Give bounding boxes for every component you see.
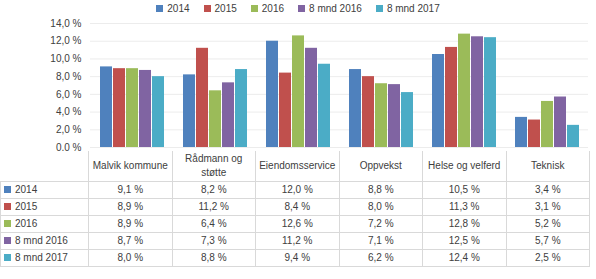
html-text:8 mnd 2017: 8 mnd 2017 xyxy=(15,252,68,263)
html-text:8,9 %: 8,9 % xyxy=(117,201,143,212)
html-text:8 mnd 2016: 8 mnd 2016 xyxy=(15,235,68,246)
html-text:8 mnd 2016: 8 mnd 2016 xyxy=(309,2,362,14)
html-text:12,4 %: 12,4 % xyxy=(448,252,480,263)
html-text:7,3 %: 7,3 % xyxy=(201,235,227,246)
html-text:8,9 %: 8,9 % xyxy=(117,218,143,229)
html-text:6,4 %: 6,4 % xyxy=(201,218,227,229)
html-text:12,8 %: 12,8 % xyxy=(448,218,480,229)
svg-text:10,0 %: 10,0 % xyxy=(50,53,81,64)
html-text:8,4 %: 8,4 % xyxy=(284,201,310,212)
html-text:12,5 %: 12,5 % xyxy=(448,235,480,246)
html-text:3,4 %: 3,4 % xyxy=(535,184,561,195)
html-text:7,1 %: 7,1 % xyxy=(368,235,394,246)
html-text:2016: 2016 xyxy=(15,218,38,229)
html-text:8,8 %: 8,8 % xyxy=(201,252,227,263)
html-text:5,7 %: 5,7 % xyxy=(535,235,561,246)
svg-text:6,0 %: 6,0 % xyxy=(56,89,82,100)
svg-text:2,0 %: 2,0 % xyxy=(56,124,82,135)
html-text:2014: 2014 xyxy=(15,184,38,195)
html-text:2014: 2014 xyxy=(167,2,190,14)
html-text:2015: 2015 xyxy=(15,201,38,212)
svg-text:4,0 %: 4,0 % xyxy=(56,106,82,117)
html-text:Teknisk: Teknisk xyxy=(531,160,565,171)
html-text:9,4 %: 9,4 % xyxy=(284,252,310,263)
svg-text:14,0 %: 14,0 % xyxy=(50,18,81,29)
html-text:11,3 %: 11,3 % xyxy=(449,201,480,212)
html-text:11,2 %: 11,2 % xyxy=(282,235,313,246)
html-text:Rådmann og støtte: Rådmann og støtte xyxy=(185,153,243,178)
html-text:8,0 %: 8,0 % xyxy=(368,201,394,212)
html-text:8,7 %: 8,7 % xyxy=(117,235,143,246)
html-text:12,0 %: 12,0 % xyxy=(281,184,313,195)
html-text:8,0 %: 8,0 % xyxy=(117,252,143,263)
html-text:10,5 %: 10,5 % xyxy=(448,184,480,195)
html-text:Malvik kommune: Malvik kommune xyxy=(92,160,168,171)
html-text:12,6 %: 12,6 % xyxy=(281,218,313,229)
html-text:Oppvekst: Oppvekst xyxy=(359,160,402,171)
html-text:8 mnd 2017: 8 mnd 2017 xyxy=(386,2,440,14)
html-text:2,5 %: 2,5 % xyxy=(535,252,561,263)
html-text:5,2 %: 5,2 % xyxy=(535,218,561,229)
html-text:7,2 %: 7,2 % xyxy=(368,218,394,229)
html-text:9,1 %: 9,1 % xyxy=(117,184,143,195)
svg-text:0,0 %: 0,0 % xyxy=(56,142,82,151)
html-text:Helse og velferd: Helse og velferd xyxy=(428,160,501,171)
html-text:6,2 %: 6,2 % xyxy=(368,252,394,263)
html-text:8,2 %: 8,2 % xyxy=(201,184,227,195)
html-text:2015: 2015 xyxy=(214,2,237,14)
html-text:Eiendomsservice: Eiendomsservice xyxy=(259,160,336,171)
html-text:11,2 %: 11,2 % xyxy=(198,201,229,212)
svg-text:12,0 %: 12,0 % xyxy=(50,35,81,46)
svg-text:8,0 %: 8,0 % xyxy=(56,71,82,82)
html-text:8,8 %: 8,8 % xyxy=(368,184,394,195)
html-text:2016: 2016 xyxy=(261,2,284,14)
html-text:3,1 %: 3,1 % xyxy=(535,201,561,212)
